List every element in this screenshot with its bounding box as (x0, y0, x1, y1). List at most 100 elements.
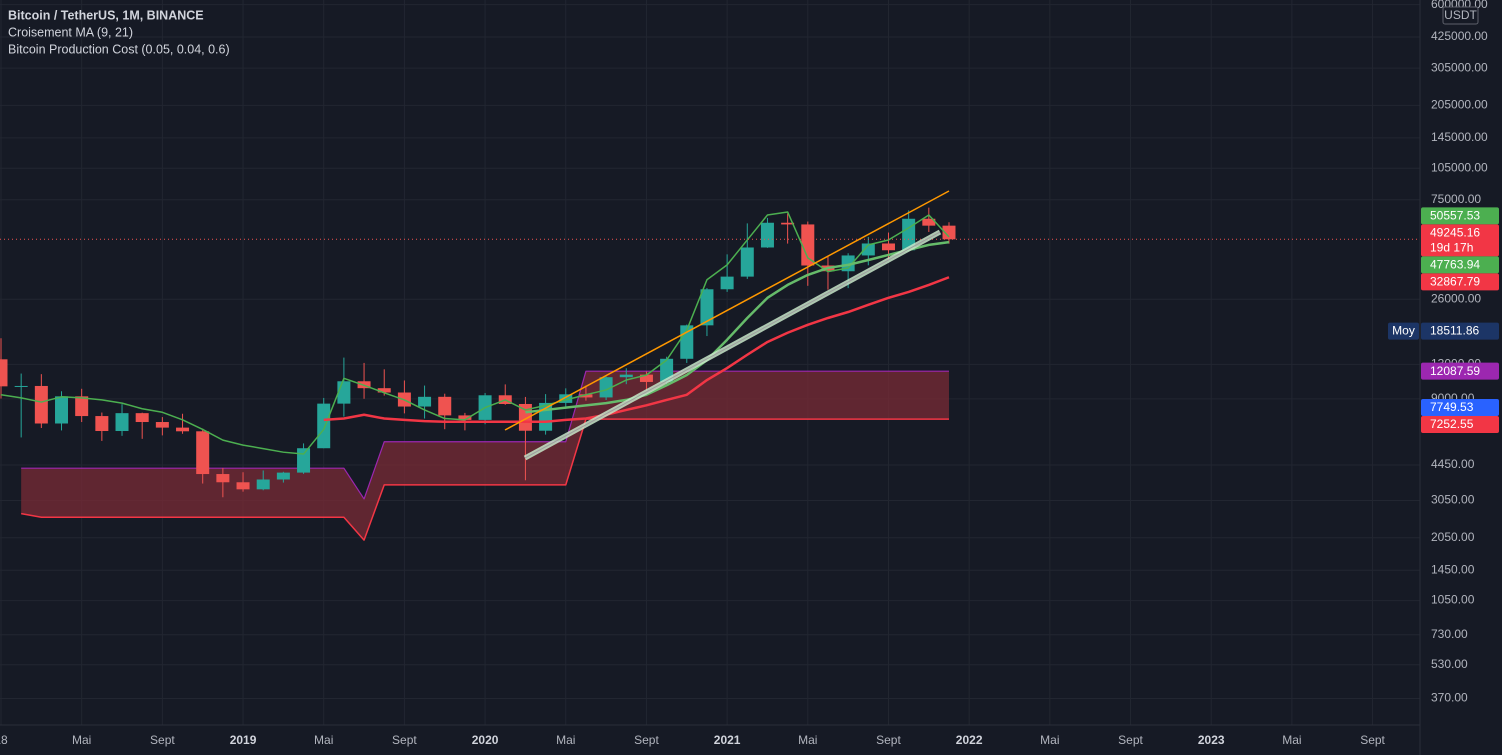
moving-average (323, 276, 950, 424)
average-tag (1421, 322, 1499, 340)
price-tag-label: 49245.16 (1430, 226, 1480, 240)
candle-body (619, 374, 633, 378)
y-tick-label: 600000.00 (1431, 0, 1488, 11)
candle-body (55, 396, 69, 424)
y-tick-label: 1050.00 (1431, 593, 1475, 607)
candle-body (34, 385, 48, 424)
y-tick-label: 105000.00 (1431, 160, 1488, 174)
x-tick-label: 18 (0, 733, 8, 747)
candle-body (115, 413, 129, 432)
price-tag (1421, 207, 1499, 225)
x-tick-label: 2021 (714, 733, 741, 747)
indicator-label[interactable]: Bitcoin Production Cost (0.05, 0.04, 0.6… (8, 42, 230, 56)
x-tick-label: Sept (1360, 733, 1385, 747)
candle-body (841, 255, 855, 272)
candle-body (660, 358, 674, 382)
candle-body (377, 388, 391, 393)
candle-body (760, 222, 774, 248)
x-tick-label: Mai (798, 733, 817, 747)
candle-body (337, 381, 351, 404)
average-tag-value: 18511.86 (1430, 323, 1479, 337)
candle-body (256, 479, 270, 490)
x-tick-label: Mai (1282, 733, 1301, 747)
x-tick-label: Mai (556, 733, 575, 747)
x-tick-label: Mai (72, 733, 91, 747)
candle-body (559, 394, 573, 403)
x-tick-label: Sept (876, 733, 901, 747)
candle-body (14, 385, 28, 387)
moving-average (525, 240, 950, 414)
currency-label[interactable]: USDT (1444, 8, 1477, 22)
average-tag-label: Moy (1392, 323, 1415, 337)
price-tag-label: 7749.53 (1430, 400, 1474, 414)
candle-body (216, 474, 230, 483)
chart-title: Bitcoin / TetherUS, 1M, BINANCE (8, 8, 204, 22)
y-tick-label: 145000.00 (1431, 130, 1488, 144)
average-tag (1388, 322, 1419, 340)
drawings (504, 190, 950, 461)
candle-body (155, 422, 169, 428)
plot-area (0, 207, 1420, 541)
price-tag (1421, 362, 1499, 380)
legend: Bitcoin / TetherUS, 1M, BINANCE Croiseme… (8, 8, 230, 56)
y-tick-label: 3050.00 (1431, 493, 1475, 507)
price-tag (1421, 399, 1499, 417)
candle-body (438, 396, 452, 416)
time-axis-panel (0, 725, 1420, 755)
y-tick-label: 2050.00 (1431, 530, 1475, 544)
currency-box[interactable] (1442, 6, 1479, 25)
x-tick-label: Sept (1118, 733, 1143, 747)
countdown-label: 19d 17h (1430, 241, 1473, 255)
trend-line-core (524, 231, 941, 459)
y-tick-label: 4450.00 (1431, 457, 1475, 471)
candle-body (700, 289, 714, 326)
price-tag (1421, 224, 1499, 257)
candle-body (458, 415, 472, 420)
candle-body (881, 243, 895, 251)
x-tick-label: Sept (634, 733, 659, 747)
candle-body (801, 224, 815, 266)
candle-body (418, 396, 432, 407)
candle-body (297, 448, 311, 473)
y-tick-label: 530.00 (1431, 657, 1468, 671)
production-cost-band (21, 371, 949, 541)
price-tag-label: 7252.55 (1430, 417, 1474, 431)
x-tick-label: Sept (150, 733, 175, 747)
x-tick-label: Mai (314, 733, 333, 747)
price-tag (1421, 256, 1499, 274)
candle-body (95, 416, 109, 432)
candle-body (599, 377, 613, 398)
candle-body (317, 403, 331, 449)
candle-body (740, 247, 754, 277)
production-cost-upper (21, 370, 949, 500)
x-tick-label: 2019 (230, 733, 257, 747)
candle-body (922, 218, 936, 226)
x-tick-label: Sept (392, 733, 417, 747)
x-tick-label: Mai (1040, 733, 1059, 747)
price-tag (1421, 416, 1499, 434)
trend-line[interactable] (504, 190, 950, 431)
y-tick-label: 305000.00 (1431, 60, 1488, 74)
candle-body (236, 482, 250, 490)
candle-body (276, 472, 290, 480)
y-tick-label: 205000.00 (1431, 98, 1488, 112)
candle-body (579, 394, 593, 398)
x-tick-label: 2022 (956, 733, 983, 747)
price-tag-label: 47763.94 (1430, 258, 1480, 272)
price-tag (1421, 273, 1499, 291)
price-tag-label: 50557.53 (1430, 209, 1480, 223)
y-tick-label: 1450.00 (1431, 562, 1475, 576)
price-tag-label: 12087.59 (1430, 364, 1480, 378)
y-tick-label: 26000.00 (1431, 291, 1481, 305)
candle-body (781, 222, 795, 225)
candle-body (75, 396, 89, 417)
candle-body (0, 359, 8, 387)
candle-body (720, 276, 734, 290)
y-tick-label: 730.00 (1431, 627, 1468, 641)
x-tick-label: 2020 (472, 733, 499, 747)
indicator-label[interactable]: Croisement MA (9, 21) (8, 25, 133, 39)
currency-button[interactable]: USDT (1442, 6, 1479, 25)
candle-body (135, 413, 149, 423)
